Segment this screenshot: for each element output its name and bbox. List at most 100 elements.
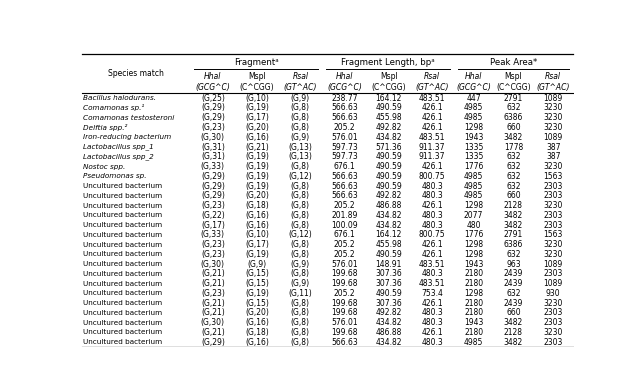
Text: 426.1: 426.1 <box>421 299 443 308</box>
Text: 1298: 1298 <box>464 240 483 249</box>
Text: 597.73: 597.73 <box>331 152 358 161</box>
Text: 1298: 1298 <box>464 201 483 210</box>
Text: 486.88: 486.88 <box>376 328 402 337</box>
Text: 2303: 2303 <box>544 269 563 278</box>
Text: Hhal
(GCG^C): Hhal (GCG^C) <box>195 73 230 92</box>
Text: 1089: 1089 <box>544 94 563 103</box>
Text: 1335: 1335 <box>464 152 483 161</box>
Text: (G,19): (G,19) <box>245 152 269 161</box>
Text: 4985: 4985 <box>464 182 483 191</box>
Text: (G,19): (G,19) <box>245 289 269 298</box>
Text: 3230: 3230 <box>544 103 563 112</box>
Text: (G,19): (G,19) <box>245 182 269 191</box>
Text: 1089: 1089 <box>544 279 563 288</box>
Text: 1335: 1335 <box>464 142 483 152</box>
Text: 205.2: 205.2 <box>334 240 355 249</box>
Text: 1943: 1943 <box>464 260 483 269</box>
Text: 447: 447 <box>466 94 481 103</box>
Text: 2303: 2303 <box>544 338 563 347</box>
Text: 483.51: 483.51 <box>419 279 445 288</box>
Text: 2439: 2439 <box>504 299 523 308</box>
Text: Uncultured bacterium: Uncultured bacterium <box>83 300 162 306</box>
Text: 2180: 2180 <box>464 299 483 308</box>
Text: (G,23): (G,23) <box>201 201 225 210</box>
Text: 1776: 1776 <box>464 162 483 171</box>
Text: (G,22): (G,22) <box>201 211 225 220</box>
Text: 492.82: 492.82 <box>376 123 402 132</box>
Text: 3482: 3482 <box>504 211 523 220</box>
Text: 800.75: 800.75 <box>419 230 445 239</box>
Text: (G,29): (G,29) <box>201 103 225 112</box>
Text: 632: 632 <box>506 289 521 298</box>
Text: 480.3: 480.3 <box>421 308 443 317</box>
Text: 2128: 2128 <box>504 328 523 337</box>
Text: (G,15): (G,15) <box>245 279 269 288</box>
Text: 1298: 1298 <box>464 289 483 298</box>
Text: (G,8): (G,8) <box>291 269 310 278</box>
Text: 199.68: 199.68 <box>331 299 358 308</box>
Text: 455.98: 455.98 <box>376 113 402 122</box>
Text: (G,8): (G,8) <box>291 338 310 347</box>
Text: (G,8): (G,8) <box>291 162 310 171</box>
Text: 1778: 1778 <box>504 142 523 152</box>
Text: 164.12: 164.12 <box>376 94 402 103</box>
Text: 1776: 1776 <box>464 230 483 239</box>
Text: (G,8): (G,8) <box>291 103 310 112</box>
Text: Uncultured bacterium: Uncultured bacterium <box>83 222 162 228</box>
Text: 387: 387 <box>546 152 561 161</box>
Text: (G,8): (G,8) <box>291 201 310 210</box>
Text: 3230: 3230 <box>544 328 563 337</box>
Text: 238.77: 238.77 <box>331 94 358 103</box>
Text: Fragment Length, bpᵃ: Fragment Length, bpᵃ <box>341 58 434 67</box>
Text: Lactobacillus spp_1: Lactobacillus spp_1 <box>83 144 154 151</box>
Text: (G,20): (G,20) <box>245 191 269 200</box>
Text: 597.73: 597.73 <box>331 142 358 152</box>
Text: Species match: Species match <box>108 69 164 78</box>
Text: 434.82: 434.82 <box>376 133 402 142</box>
Text: 576.01: 576.01 <box>331 133 358 142</box>
Text: (G,19): (G,19) <box>245 162 269 171</box>
Text: 2303: 2303 <box>544 221 563 230</box>
Text: (G,8): (G,8) <box>291 113 310 122</box>
Text: 483.51: 483.51 <box>419 260 445 269</box>
Text: 1943: 1943 <box>464 318 483 327</box>
Text: (G,33): (G,33) <box>201 230 225 239</box>
Text: Iron-reducing bacterium: Iron-reducing bacterium <box>83 134 171 140</box>
Text: Uncultured bacterium: Uncultured bacterium <box>83 330 162 335</box>
Text: (G,23): (G,23) <box>201 240 225 249</box>
Text: (G,13): (G,13) <box>288 142 312 152</box>
Text: 676.1: 676.1 <box>334 230 355 239</box>
Text: 6386: 6386 <box>504 113 523 122</box>
Text: 199.68: 199.68 <box>331 328 358 337</box>
Text: 426.1: 426.1 <box>421 240 443 249</box>
Text: (G,18): (G,18) <box>245 328 269 337</box>
Text: 3230: 3230 <box>544 123 563 132</box>
Text: 1089: 1089 <box>544 133 563 142</box>
Text: 2303: 2303 <box>544 308 563 317</box>
Text: (G,23): (G,23) <box>201 123 225 132</box>
Text: (G,16): (G,16) <box>245 133 269 142</box>
Text: 566.63: 566.63 <box>331 113 358 122</box>
Text: Hhal
(GCG^C): Hhal (GCG^C) <box>327 73 362 92</box>
Text: Uncultured bacterium: Uncultured bacterium <box>83 320 162 326</box>
Text: Lactobacillus spp_2: Lactobacillus spp_2 <box>83 153 154 160</box>
Text: 1298: 1298 <box>464 250 483 259</box>
Text: 426.1: 426.1 <box>421 201 443 210</box>
Text: (G,15): (G,15) <box>245 299 269 308</box>
Text: 3482: 3482 <box>504 338 523 347</box>
Text: 199.68: 199.68 <box>331 308 358 317</box>
Text: MspI
(C^CGG): MspI (C^CGG) <box>240 73 274 92</box>
Text: 426.1: 426.1 <box>421 162 443 171</box>
Text: (G,30): (G,30) <box>201 260 225 269</box>
Text: (G,16): (G,16) <box>245 318 269 327</box>
Text: 3230: 3230 <box>544 250 563 259</box>
Text: 930: 930 <box>546 289 561 298</box>
Text: 201.89: 201.89 <box>331 211 358 220</box>
Text: (G,8): (G,8) <box>291 299 310 308</box>
Text: 490.59: 490.59 <box>376 152 402 161</box>
Text: Fragmentᵃ: Fragmentᵃ <box>234 58 278 67</box>
Text: 660: 660 <box>506 123 521 132</box>
Text: 566.63: 566.63 <box>331 338 358 347</box>
Text: 490.59: 490.59 <box>376 250 402 259</box>
Text: MspI
(C^CGG): MspI (C^CGG) <box>371 73 406 92</box>
